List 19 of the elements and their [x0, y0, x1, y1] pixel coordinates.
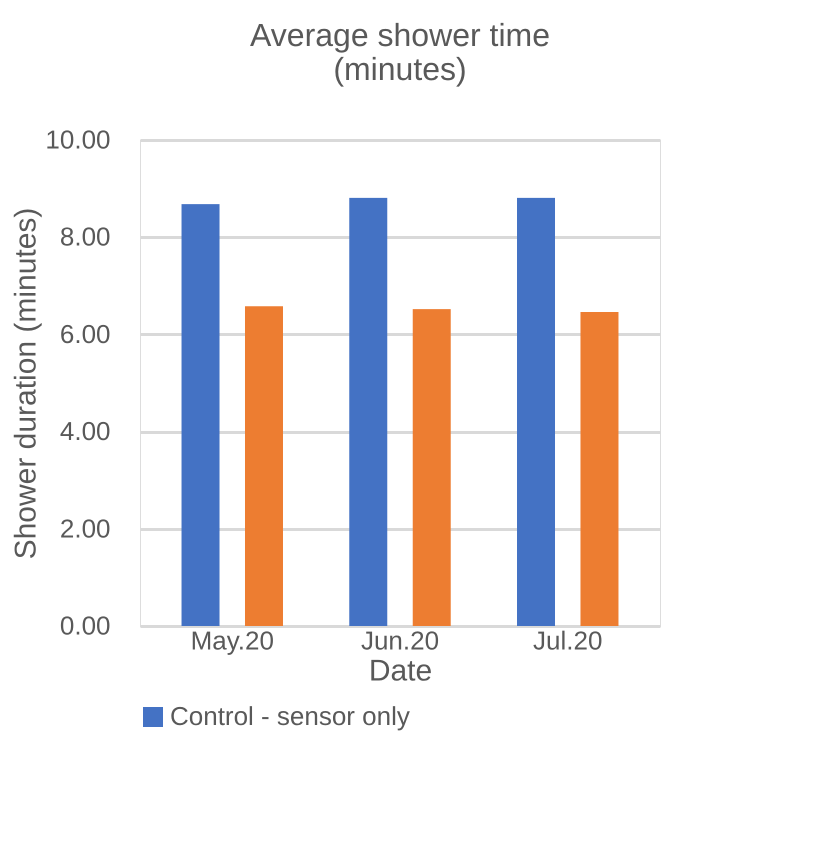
x-axis-title: Date: [368, 654, 432, 688]
bar: [517, 198, 556, 626]
y-tick-label: 8.00: [60, 222, 110, 252]
y-axis-title: Shower duration (minutes): [9, 208, 42, 560]
bar: [182, 204, 220, 626]
y-tick-label: 10.00: [45, 124, 110, 154]
bar: [412, 309, 451, 626]
legend-label: Control - sensor only: [170, 701, 410, 731]
x-tick-label: May.20: [190, 626, 274, 656]
chart-title: Average shower time (minutes): [250, 17, 550, 87]
y-tick-label: 6.00: [60, 318, 110, 349]
bar: [244, 306, 283, 626]
bar: [349, 198, 388, 626]
y-tick-label: 4.00: [60, 416, 110, 446]
y-tick-label: 0.00: [60, 610, 110, 640]
x-tick-label: Jun.20: [360, 626, 440, 656]
y-tick-label: 2.00: [60, 513, 110, 544]
bar: [580, 312, 618, 626]
x-tick-label: Jul.20: [533, 626, 602, 656]
